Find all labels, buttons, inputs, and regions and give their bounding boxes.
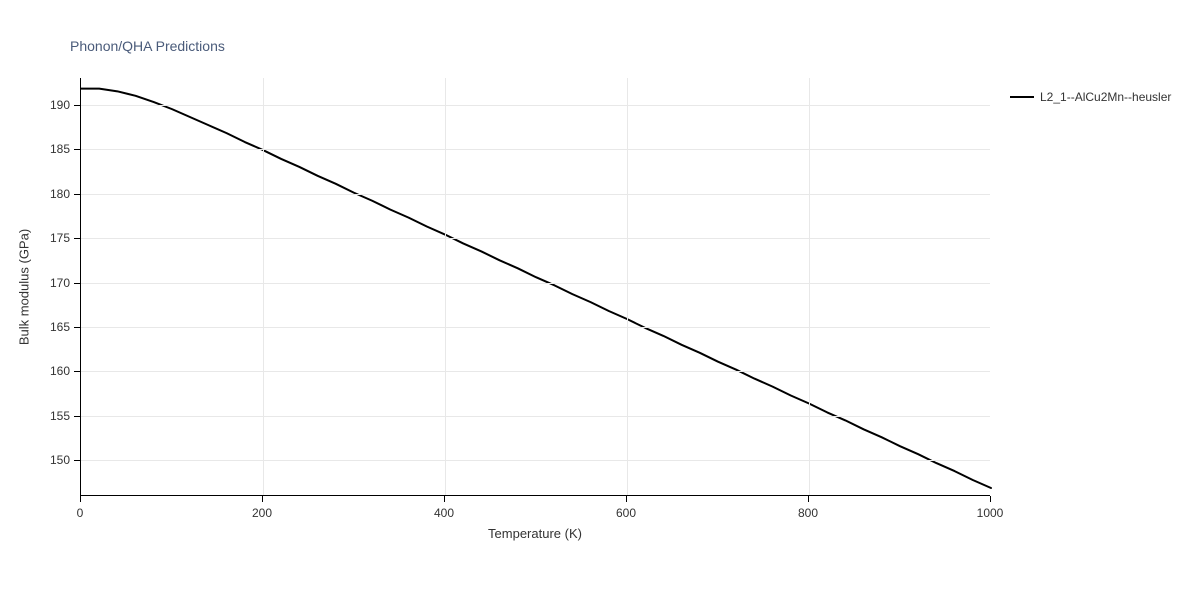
x-tick — [626, 496, 627, 502]
y-axis-label: Bulk modulus (GPa) — [17, 229, 32, 345]
y-tick-label: 165 — [46, 320, 70, 334]
x-tick-label: 800 — [798, 506, 818, 520]
x-tick-label: 600 — [616, 506, 636, 520]
x-tick — [80, 496, 81, 502]
gridline-v — [445, 78, 446, 495]
y-tick — [74, 460, 80, 461]
x-tick-label: 200 — [252, 506, 272, 520]
x-tick — [808, 496, 809, 502]
gridline-h — [81, 327, 990, 328]
y-tick-label: 150 — [46, 453, 70, 467]
gridline-h — [81, 416, 990, 417]
y-tick-label: 160 — [46, 364, 70, 378]
gridline-h — [81, 371, 990, 372]
y-tick — [74, 238, 80, 239]
y-tick-label: 175 — [46, 231, 70, 245]
legend-swatch — [1010, 96, 1034, 98]
y-tick — [74, 105, 80, 106]
x-axis-label: Temperature (K) — [488, 526, 582, 541]
gridline-v — [263, 78, 264, 495]
x-tick — [990, 496, 991, 502]
y-tick-label: 155 — [46, 409, 70, 423]
gridline-h — [81, 149, 990, 150]
y-tick — [74, 149, 80, 150]
legend: L2_1--AlCu2Mn--heusler — [1010, 90, 1171, 104]
y-tick-label: 180 — [46, 187, 70, 201]
y-tick-label: 170 — [46, 276, 70, 290]
y-tick-label: 190 — [46, 98, 70, 112]
y-tick — [74, 371, 80, 372]
y-tick — [74, 327, 80, 328]
gridline-h — [81, 238, 990, 239]
gridline-h — [81, 283, 990, 284]
gridline-h — [81, 194, 990, 195]
x-tick-label: 1000 — [977, 506, 1004, 520]
gridline-h — [81, 105, 990, 106]
x-tick-label: 0 — [77, 506, 84, 520]
x-tick — [444, 496, 445, 502]
x-tick — [262, 496, 263, 502]
y-tick — [74, 416, 80, 417]
gridline-h — [81, 460, 990, 461]
legend-label: L2_1--AlCu2Mn--heusler — [1040, 90, 1171, 104]
chart-container: Phonon/QHA Predictions Temperature (K) B… — [0, 0, 1200, 600]
y-tick — [74, 194, 80, 195]
y-tick — [74, 283, 80, 284]
x-tick-label: 400 — [434, 506, 454, 520]
y-tick-label: 185 — [46, 142, 70, 156]
gridline-v — [627, 78, 628, 495]
gridline-v — [809, 78, 810, 495]
series-layer — [81, 78, 991, 496]
plot-area — [80, 78, 990, 496]
chart-title: Phonon/QHA Predictions — [70, 38, 225, 54]
